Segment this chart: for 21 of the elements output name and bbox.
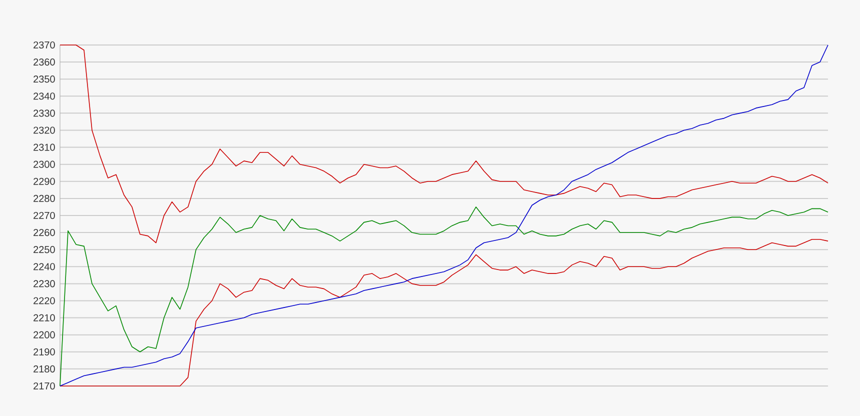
y-tick-label: 2360: [34, 58, 55, 66]
y-tick-label: 2230: [34, 280, 55, 288]
y-tick-label: 2200: [34, 331, 55, 338]
y-tick-label: 2300: [34, 160, 55, 168]
y-tick-label: 2350: [34, 76, 55, 83]
y-tick-label: 2280: [34, 194, 55, 202]
y-tick-label: 2290: [34, 178, 55, 185]
y-tick-label: 2320: [34, 126, 55, 134]
y-tick-label: 2170: [34, 382, 55, 390]
y-tick-label: 2190: [34, 348, 55, 356]
y-tick-label: 2340: [34, 92, 55, 100]
y-tick-label: 2180: [34, 365, 55, 372]
y-tick-label: 2330: [34, 110, 55, 117]
y-tick-label: 2220: [34, 297, 55, 304]
y-tick-label: 2210: [34, 314, 55, 322]
y-tick-label: 2240: [34, 263, 55, 270]
y-tick-label: 2310: [34, 144, 55, 151]
y-tick-label: 2260: [34, 228, 55, 236]
y-tick-label: 2370: [34, 41, 55, 49]
y-tick-label: 2250: [34, 246, 55, 254]
y-tick-label: 2270: [34, 212, 55, 220]
